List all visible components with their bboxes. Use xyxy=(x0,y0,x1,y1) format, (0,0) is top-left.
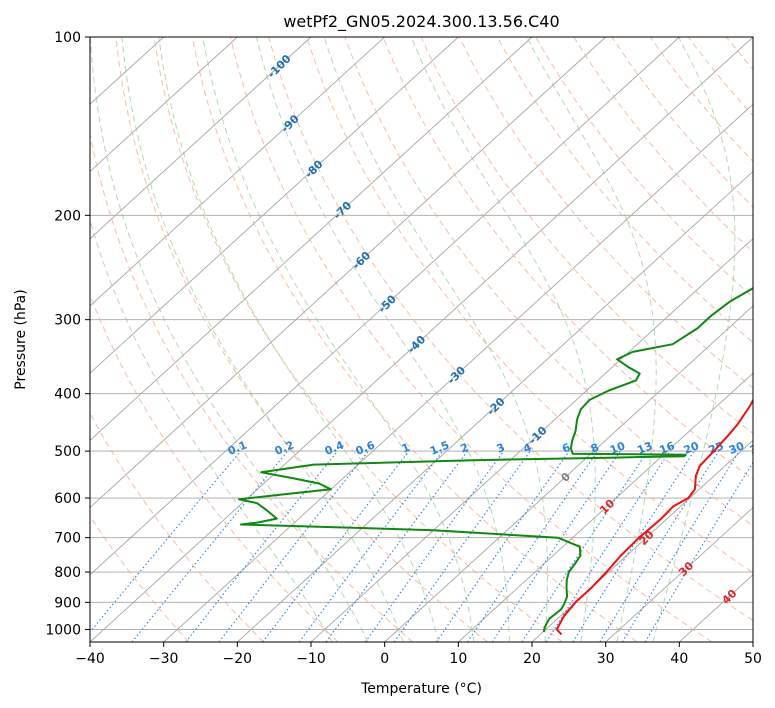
dry-adiabat-line xyxy=(382,37,753,481)
x-tick-label: −30 xyxy=(149,651,179,667)
y-tick-label: 900 xyxy=(54,595,81,611)
mixing-ratio-line xyxy=(298,450,444,642)
mixing-ratio-line xyxy=(572,450,695,642)
y-tick-label: 1000 xyxy=(45,622,81,638)
isotherm-line xyxy=(90,37,459,374)
moist-adiabat-line xyxy=(323,37,548,642)
dry-adiabat-line xyxy=(90,515,190,642)
dewpoint-profile-line xyxy=(238,287,753,633)
isotherm-line xyxy=(237,170,753,642)
mixing-ratio-label: 2 xyxy=(458,441,470,456)
y-tick-label: 600 xyxy=(54,491,81,507)
mixing-ratio-line xyxy=(262,450,410,642)
dry-adiabat-line xyxy=(268,37,753,622)
isotherm-line xyxy=(90,37,312,240)
mixing-ratio-line xyxy=(131,450,289,642)
moist-adiabat-line xyxy=(90,37,369,642)
moist-adiabat-line xyxy=(411,37,596,642)
moist-adiabat-line xyxy=(121,37,404,642)
isotherm-line xyxy=(531,439,753,642)
mixing-ratio-line xyxy=(521,450,649,642)
mixing-ratio-line xyxy=(90,450,242,633)
y-tick-label: 500 xyxy=(54,444,81,460)
mixing-ratio-label: 10 xyxy=(608,439,627,457)
isotherm-line xyxy=(90,37,533,441)
mixing-ratio-line xyxy=(364,450,505,642)
isotherm-line xyxy=(310,238,753,642)
mixing-ratio-label: 3 xyxy=(495,441,507,456)
x-tick-label: 30 xyxy=(597,651,615,667)
mixing-ratio-line xyxy=(435,450,570,642)
dry-adiabat-line xyxy=(344,37,753,527)
mixing-ratio-label: 13 xyxy=(635,439,654,457)
x-tick-label: −20 xyxy=(223,651,253,667)
mixing-ratio-line xyxy=(467,450,599,642)
profile-lines xyxy=(238,287,753,636)
dry-adiabat-line xyxy=(115,37,488,642)
y-tick-label: 700 xyxy=(54,531,81,547)
mixing-ratio-label: 36 xyxy=(748,439,767,457)
mixing-ratio-line xyxy=(185,450,339,642)
mixing-ratio-line xyxy=(393,450,531,642)
x-tick-label: 20 xyxy=(523,651,541,667)
y-tick-label: 800 xyxy=(54,565,81,581)
x-tick-label: −10 xyxy=(296,651,326,667)
x-tick-label: 40 xyxy=(670,651,688,667)
axis-ticks: −40 −30 −20 −10 0 10 20 30 40 50 100 200 300 400 500 60… xyxy=(45,30,762,667)
mixing-ratio-label: 16 xyxy=(658,439,677,457)
moist-adiabat-line xyxy=(256,37,510,642)
isotherm-line xyxy=(90,37,753,642)
moist-adiabat-line xyxy=(158,37,439,642)
mixing-ratio-label: 1 xyxy=(400,441,412,456)
mixing-ratio-line xyxy=(491,450,621,642)
isotherm-line xyxy=(605,506,753,642)
y-tick-label: 300 xyxy=(54,313,81,329)
y-axis-label: Pressure (hPa) xyxy=(13,289,29,389)
moist-adiabat-line xyxy=(90,218,333,642)
plot-frame xyxy=(89,36,754,643)
isotherm-line xyxy=(90,37,238,173)
moist-adiabat-line xyxy=(202,37,475,642)
mixing-ratio-label: 30 xyxy=(727,439,746,457)
x-axis-label: Temperature (°C) xyxy=(360,681,482,697)
dry-adiabat-line xyxy=(191,37,638,642)
isotherm-line xyxy=(90,37,680,576)
dry-adiabat-line xyxy=(90,412,264,642)
dry-adiabat-line xyxy=(306,37,753,574)
y-tick-label: 100 xyxy=(54,30,81,46)
mixing-ratio-line xyxy=(325,450,468,642)
x-tick-label: 10 xyxy=(449,651,467,667)
isotherm-line xyxy=(384,305,753,642)
dry-adiabat-line xyxy=(496,37,753,344)
x-tick-label: 0 xyxy=(380,651,389,667)
dry-adiabat-line xyxy=(535,37,753,298)
isotherm-line xyxy=(90,37,385,307)
y-tick-label: 400 xyxy=(54,387,81,403)
temperature-profile-line xyxy=(555,398,753,636)
dry-adiabat-line xyxy=(153,37,563,642)
mixing-ratio-label: 20 xyxy=(682,439,701,457)
dry-adiabat-line xyxy=(229,37,712,642)
x-tick-label: −40 xyxy=(75,651,105,667)
x-tick-label: 50 xyxy=(744,651,762,667)
y-tick-label: 200 xyxy=(54,208,81,224)
isotherm-line xyxy=(90,37,606,509)
mixing-ratio-line xyxy=(545,450,671,642)
dry-adiabat-line xyxy=(90,131,414,642)
chart-title: wetPf2_GN05.2024.300.13.56.C40 xyxy=(283,12,559,32)
isotherm-line xyxy=(163,103,753,642)
mixing-ratio-line xyxy=(621,450,740,642)
background-lines xyxy=(90,37,753,642)
mixing-ratio-label: 8 xyxy=(589,441,601,456)
